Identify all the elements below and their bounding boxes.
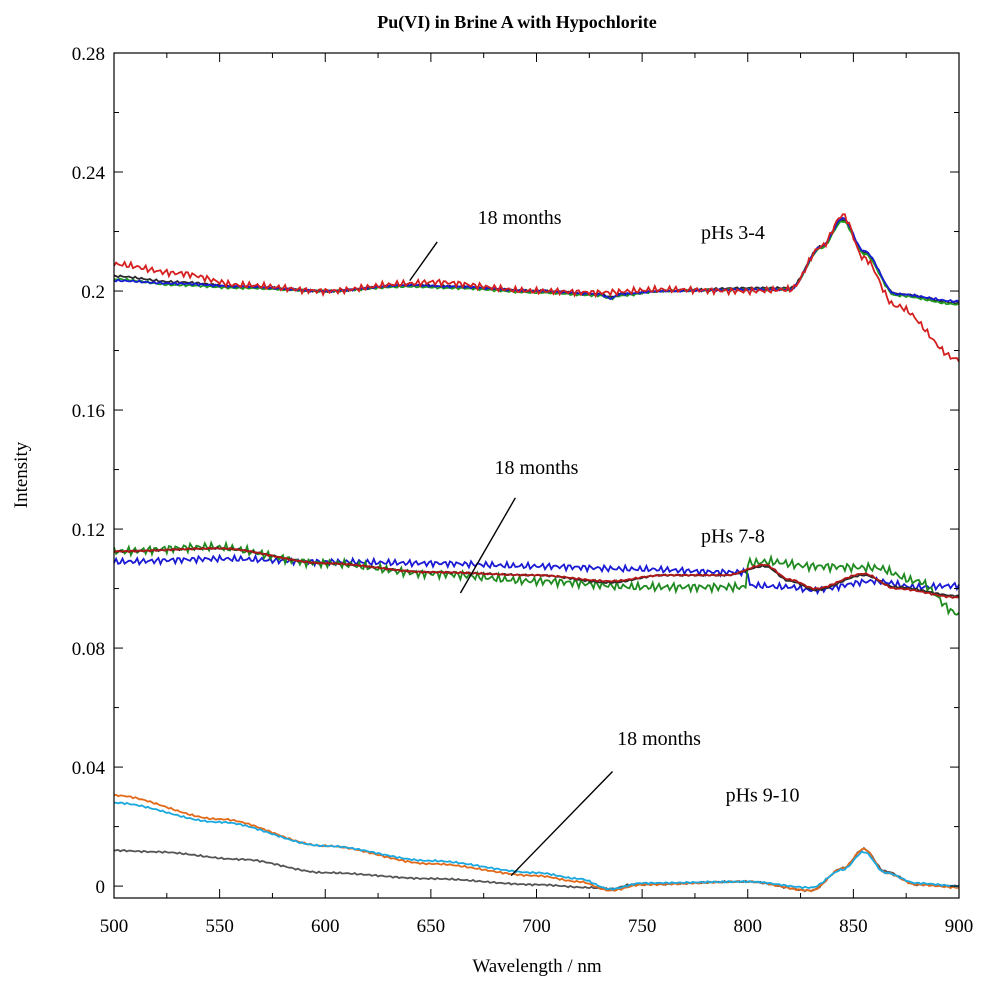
annotation-label: pHs 3-4 xyxy=(701,222,765,244)
annotations-layer: 18 months pHs 3-4 18 months pHs 7-8 18 month… xyxy=(409,207,800,877)
x-tick-label: 900 xyxy=(945,916,974,937)
series-line xyxy=(113,846,960,893)
x-tick-label: 700 xyxy=(522,916,551,937)
series-line xyxy=(113,546,960,599)
series-line xyxy=(113,216,960,304)
annotation-pointer-line xyxy=(510,771,614,877)
x-tick-label: 500 xyxy=(100,916,129,937)
annotation-label: 18 months xyxy=(478,207,562,229)
x-tick-label: 600 xyxy=(311,916,340,937)
annotation-label: 18 months xyxy=(495,457,579,479)
y-tick-label: 0.04 xyxy=(72,758,106,779)
y-axis-label: Intensity xyxy=(11,441,32,508)
series-line xyxy=(113,540,960,616)
series-layer xyxy=(113,213,960,893)
annotation-label: pHs 9-10 xyxy=(726,784,800,806)
axes-layer: 500 550 600 650 700 750 800 850 900 0 0.04 0.08 0.12… xyxy=(72,44,974,937)
x-tick-label: 800 xyxy=(734,916,763,937)
y-tick-label: 0.12 xyxy=(72,520,105,541)
x-axis-label: Wavelength / nm xyxy=(472,956,602,977)
y-tick-label: 0.28 xyxy=(72,44,105,65)
x-tick-label: 750 xyxy=(628,916,657,937)
y-tick-label: 0.16 xyxy=(72,401,105,422)
annotation-pointer-line xyxy=(409,241,438,282)
annotation-label: 18 months xyxy=(617,728,701,750)
y-tick-label: 0.2 xyxy=(81,282,105,303)
chart-title: Pu(VI) in Brine A with Hypochlorite xyxy=(377,12,657,33)
annotation-label: pHs 7-8 xyxy=(701,525,765,547)
series-line xyxy=(113,801,960,891)
y-tick-label: 0.24 xyxy=(72,163,106,184)
annotation-pointer-line xyxy=(459,497,516,594)
series-line xyxy=(113,793,960,893)
series-line xyxy=(113,553,960,596)
y-tick-label: 0.08 xyxy=(72,639,105,660)
x-tick-label: 550 xyxy=(205,916,234,937)
y-tick-label: 0 xyxy=(96,877,106,898)
x-tick-label: 650 xyxy=(417,916,446,937)
series-line xyxy=(113,213,960,363)
x-tick-label: 850 xyxy=(839,916,868,937)
